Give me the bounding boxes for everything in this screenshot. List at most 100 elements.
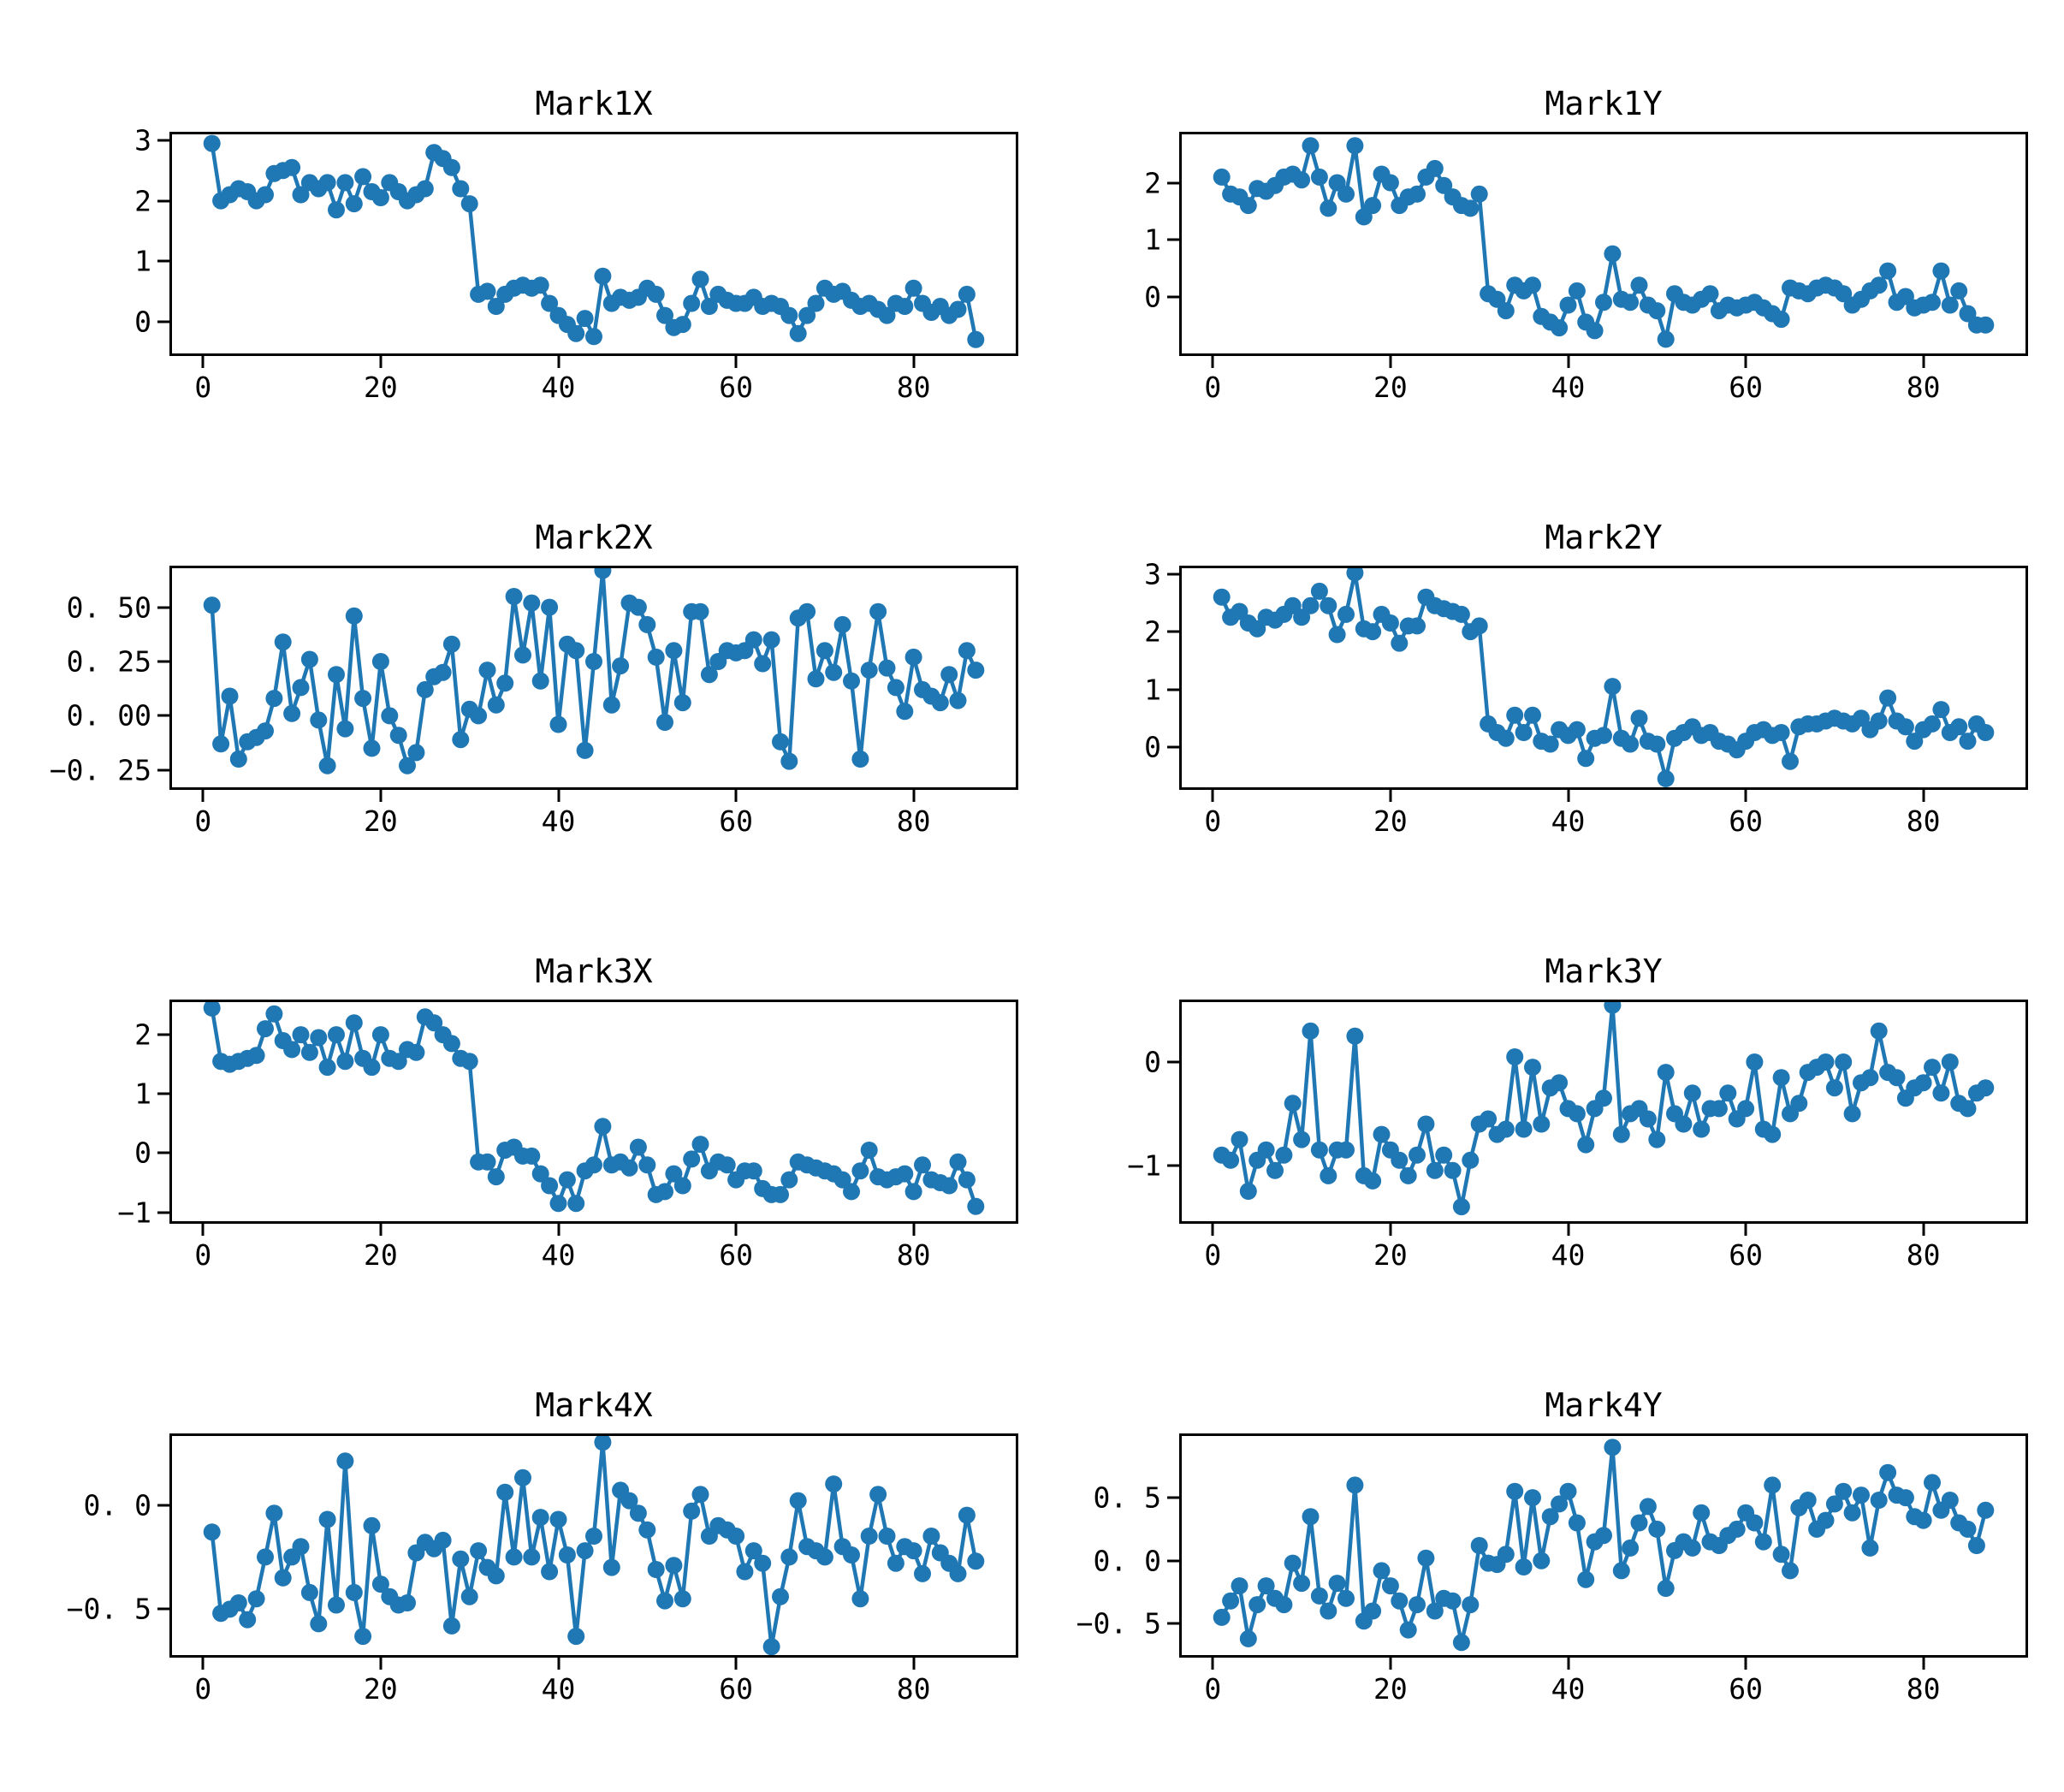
- data-point: [958, 1171, 976, 1189]
- x-tick-mark: [734, 1224, 738, 1236]
- data-point: [328, 201, 345, 219]
- data-point: [585, 1528, 602, 1545]
- y-tick-mark: [1167, 573, 1179, 576]
- data-point: [656, 1592, 673, 1610]
- subplot-mark1x: Mark1X 0 1 2 3 0 20 40 60 80: [134, 85, 1018, 404]
- data-point: [656, 306, 673, 324]
- data-point: [691, 1136, 709, 1154]
- data-point: [673, 1590, 691, 1608]
- data-point: [780, 1548, 798, 1566]
- data-point: [407, 744, 425, 762]
- data-point: [1444, 1592, 1462, 1610]
- data-point: [1896, 1489, 1914, 1507]
- y-tick-mark: [157, 139, 169, 142]
- y-tick-label: −0. 5: [66, 1592, 151, 1626]
- x-tick-label: 40: [1551, 1672, 1586, 1706]
- data-point: [1754, 1533, 1772, 1551]
- data-point: [629, 1504, 647, 1522]
- x-tick-label: 0: [194, 1672, 212, 1706]
- data-point: [1977, 1501, 1995, 1519]
- data-point: [1772, 1546, 1790, 1564]
- x-tick-mark: [734, 356, 738, 368]
- data-point: [683, 1150, 701, 1168]
- plot-canvas: [1213, 568, 1995, 787]
- y-tick-label: 2: [134, 1018, 151, 1052]
- data-point: [558, 1171, 576, 1189]
- data-point: [345, 607, 363, 625]
- x-tick-label: 60: [1729, 1238, 1763, 1272]
- data-point: [851, 751, 869, 768]
- data-point: [1559, 296, 1577, 314]
- data-point: [1310, 1587, 1328, 1605]
- x-tick-label: 80: [896, 1672, 931, 1706]
- y-tick-mark: [1167, 1060, 1179, 1064]
- data-point: [958, 1506, 976, 1524]
- data-point: [1417, 1115, 1435, 1133]
- data-point: [425, 1014, 443, 1032]
- data-point: [416, 180, 434, 198]
- data-point: [833, 1171, 851, 1189]
- data-point: [1497, 302, 1515, 320]
- data-point: [1657, 1580, 1675, 1597]
- data-point: [1533, 1552, 1551, 1569]
- data-point: [381, 707, 399, 725]
- data-point: [1524, 1059, 1541, 1077]
- data-point: [1657, 1064, 1675, 1082]
- data-point: [683, 294, 701, 312]
- data-point: [1782, 752, 1799, 770]
- data-point: [1257, 1577, 1275, 1595]
- chart-title: Mark3Y: [1545, 952, 1663, 990]
- data-point: [1391, 1151, 1409, 1169]
- data-point: [1222, 1151, 1240, 1169]
- data-point: [1417, 1549, 1435, 1567]
- x-tick-mark: [1744, 356, 1747, 368]
- data-point: [647, 285, 665, 303]
- data-point: [638, 1521, 656, 1539]
- data-point: [851, 1590, 869, 1608]
- data-point: [1941, 296, 1959, 314]
- data-point: [887, 679, 904, 697]
- data-point: [1683, 1539, 1701, 1557]
- x-tick-label: 20: [364, 804, 398, 838]
- data-point: [1790, 1095, 1808, 1113]
- x-tick-mark: [912, 1224, 916, 1236]
- data-point: [336, 174, 354, 192]
- data-point: [399, 1594, 416, 1611]
- data-point: [1639, 1498, 1657, 1516]
- y-tick-mark: [157, 199, 169, 203]
- data-point: [1914, 1511, 1932, 1529]
- data-point: [1879, 689, 1897, 707]
- data-point: [772, 733, 789, 751]
- data-point: [1861, 1069, 1879, 1087]
- plot-canvas: [203, 568, 985, 774]
- data-point: [576, 741, 594, 759]
- data-point: [310, 1029, 328, 1047]
- data-point: [1426, 159, 1444, 177]
- data-point: [673, 694, 691, 712]
- data-point: [798, 306, 816, 324]
- data-point: [1506, 706, 1524, 724]
- data-point: [843, 1183, 860, 1201]
- data-point: [1870, 1492, 1888, 1509]
- data-point: [727, 1528, 745, 1545]
- data-point: [1622, 294, 1640, 312]
- data-point: [389, 1053, 407, 1071]
- data-point: [1675, 1115, 1693, 1133]
- y-tick-label: 0. 50: [66, 590, 151, 625]
- data-point: [1595, 727, 1612, 745]
- y-tick-label: −0. 5: [1076, 1606, 1161, 1641]
- data-point: [274, 633, 292, 651]
- data-point: [1435, 1146, 1453, 1164]
- data-point: [389, 727, 407, 745]
- subplot-mark3y: Mark3Y −1 0 0 20 40 60 80: [1127, 952, 2028, 1272]
- data-point: [1533, 1115, 1551, 1133]
- x-tick-label: 20: [364, 371, 398, 404]
- data-point: [762, 1638, 780, 1655]
- x-tick-mark: [1389, 1224, 1392, 1236]
- data-point: [1622, 1539, 1640, 1557]
- data-point: [1568, 282, 1586, 300]
- data-point: [869, 602, 887, 620]
- x-tick-label: 60: [719, 371, 753, 404]
- data-point: [1515, 1558, 1533, 1575]
- data-point: [523, 594, 541, 612]
